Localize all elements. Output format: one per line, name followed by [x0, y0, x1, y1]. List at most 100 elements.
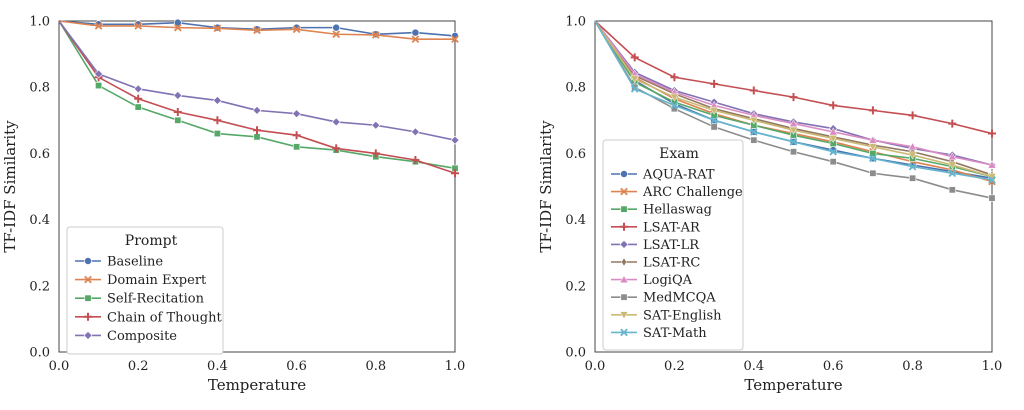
data-point: [908, 142, 918, 151]
series-LogiQA: [594, 20, 997, 169]
data-point: [253, 133, 261, 141]
data-point: [94, 69, 104, 79]
x-tick-label: 0.4: [743, 359, 764, 374]
data-point: [710, 123, 718, 131]
data-point: [411, 156, 420, 165]
data-point: [252, 105, 262, 115]
data-point: [133, 84, 143, 94]
data-point: [749, 116, 759, 125]
data-point: [253, 26, 261, 35]
data-point: [988, 129, 996, 138]
data-point: [789, 137, 798, 146]
series-SAT-English: [594, 20, 997, 182]
data-point: [630, 53, 639, 62]
series-line: [58, 20, 456, 170]
data-point: [670, 101, 679, 110]
legend-entry: SAT-Math: [643, 326, 707, 341]
data-point: [987, 160, 997, 169]
y-axis-label: TF-IDF Similarity: [1, 120, 19, 253]
y-tick-label: 1.0: [565, 15, 586, 30]
data-point: [451, 35, 459, 44]
data-point: [710, 79, 719, 88]
y-tick-label: 0.0: [29, 346, 50, 361]
data-point: [292, 109, 302, 119]
legend-entry: Hellaswag: [643, 203, 712, 218]
legend-entry: AQUA-RAT: [642, 168, 715, 183]
data-point: [371, 31, 380, 39]
series-MedMCQA: [594, 20, 996, 202]
x-tick-label: 1.0: [445, 359, 466, 374]
data-point: [709, 106, 719, 115]
data-point: [213, 24, 222, 33]
data-point: [213, 130, 221, 138]
x-tick-label: 0.6: [286, 359, 307, 374]
data-point: [789, 126, 798, 135]
data-point: [908, 151, 918, 160]
legend-entry: Domain Expert: [107, 273, 207, 288]
data-point: [868, 143, 878, 152]
data-point: [630, 85, 639, 93]
legend-marker: [621, 257, 627, 267]
legend: Prompt Baseline Domain Expert Self-Recitati…: [66, 226, 224, 355]
y-tick-label: 0.6: [565, 147, 586, 162]
series-Chain of Thought: [58, 20, 459, 178]
legend-marker: [620, 222, 628, 231]
data-point: [630, 75, 640, 84]
x-tick-label: 0.6: [823, 359, 844, 374]
data-point: [829, 147, 838, 156]
chart-panel-2: 0.0 0.2 0.4 0.6 0.8 1.0 0.0 0.2 0.4 0.6 0.8 1.0 Temp…: [537, 15, 1002, 395]
legend-marker: [620, 205, 628, 213]
y-tick-label: 0.8: [29, 81, 50, 96]
legend-marker: [620, 293, 628, 301]
series-SAT-Math: [594, 20, 996, 184]
legend: Exam AQUA-RAT ARC Challenge Hellaswag LSAT-A…: [602, 139, 744, 351]
y-tick-label: 0.8: [565, 81, 586, 96]
data-point: [710, 116, 718, 125]
data-point: [749, 128, 758, 136]
data-point: [411, 35, 420, 44]
legend-entry: LSAT-LR: [643, 238, 700, 253]
data-point: [988, 176, 996, 184]
legend-entry: Composite: [107, 329, 177, 344]
legend-entry: LogiQA: [643, 273, 693, 288]
y-tick-label: 0.6: [29, 147, 50, 162]
data-point: [411, 28, 420, 37]
legend-box: [602, 139, 744, 351]
y-tick-label: 0.2: [565, 279, 586, 294]
data-point: [450, 135, 460, 145]
data-point: [173, 108, 182, 117]
data-point: [947, 161, 957, 170]
legend-marker: [84, 312, 92, 321]
x-tick-label: 1.0: [982, 359, 1003, 374]
legend-entry: Self-Recitation: [107, 292, 205, 307]
data-point: [371, 120, 381, 130]
legend-marker: [620, 170, 628, 178]
data-point: [868, 106, 877, 115]
series-line: [58, 20, 456, 141]
legend-marker: [84, 257, 92, 265]
data-point: [947, 152, 957, 161]
data-point: [134, 94, 143, 103]
series-LSAT-AR: [594, 20, 996, 138]
data-point: [988, 194, 996, 202]
plot-frame: [58, 20, 456, 353]
data-point: [948, 119, 957, 128]
data-point: [908, 111, 917, 120]
legend-marker: [620, 187, 628, 196]
data-point: [909, 174, 917, 182]
data-point: [332, 30, 341, 39]
y-tick-label: 0.4: [29, 213, 50, 228]
x-axis-label: Temperature: [208, 376, 306, 394]
data-point: [174, 116, 182, 124]
data-point: [95, 82, 103, 90]
legend-marker: [619, 311, 629, 320]
data-point: [292, 131, 301, 140]
data-point: [293, 143, 301, 151]
data-point: [94, 22, 103, 30]
legend-entry: ARC Challenge: [642, 185, 743, 200]
data-point: [750, 136, 758, 144]
data-point: [173, 18, 182, 27]
series-line: [594, 20, 993, 135]
data-point: [829, 101, 838, 110]
legend-entry: SAT-English: [643, 308, 722, 323]
